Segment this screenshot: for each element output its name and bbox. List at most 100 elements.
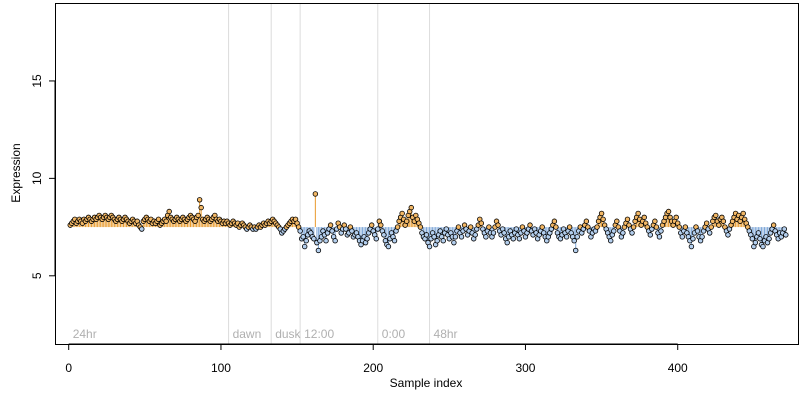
phase-label: 48hr xyxy=(434,327,458,341)
data-point xyxy=(434,238,440,244)
phase-lines xyxy=(228,3,431,344)
data-point xyxy=(781,226,787,232)
data-point xyxy=(349,228,355,234)
data-point xyxy=(516,236,523,242)
data-point xyxy=(611,228,617,234)
data-point xyxy=(614,218,620,224)
data-point xyxy=(303,238,309,244)
data-point xyxy=(198,204,204,211)
data-points xyxy=(67,191,789,254)
phase-label: 12:00 xyxy=(304,327,334,341)
data-point xyxy=(708,224,714,230)
phase-label: dusk xyxy=(275,327,301,341)
data-point xyxy=(653,224,660,230)
data-point xyxy=(766,236,772,242)
data-point xyxy=(566,224,573,230)
data-point xyxy=(608,238,614,244)
x-tick-label: 200 xyxy=(363,361,383,375)
data-point xyxy=(368,222,375,228)
data-point xyxy=(706,230,713,236)
data-point xyxy=(752,239,759,246)
plot-frame xyxy=(55,3,799,345)
data-point xyxy=(583,218,590,224)
data-point xyxy=(551,218,558,224)
y-tick-label: 10 xyxy=(30,171,44,185)
data-point xyxy=(385,243,392,250)
data-point xyxy=(598,210,605,217)
data-point xyxy=(297,228,303,234)
data-point xyxy=(394,224,401,230)
x-tick-label: 300 xyxy=(515,361,535,375)
data-point xyxy=(690,236,696,242)
data-point xyxy=(478,220,485,226)
data-point xyxy=(483,234,489,240)
data-point xyxy=(624,216,631,222)
data-point xyxy=(495,222,501,228)
data-point xyxy=(749,236,756,242)
x-axis: 0 100 200 300 400 xyxy=(65,343,688,375)
data-point xyxy=(301,243,308,250)
data-point xyxy=(391,238,398,244)
data-point xyxy=(760,243,766,250)
data-point xyxy=(343,226,349,232)
y-tick-label: 5 xyxy=(30,272,44,279)
data-point xyxy=(740,210,746,217)
data-point xyxy=(312,191,319,197)
data-point xyxy=(688,243,695,250)
data-point xyxy=(682,224,689,230)
data-point xyxy=(594,224,600,230)
data-point xyxy=(665,208,672,215)
data-point xyxy=(195,212,201,219)
data-point xyxy=(539,224,545,230)
data-point xyxy=(620,230,626,236)
data-point xyxy=(629,230,635,236)
data-point xyxy=(703,220,710,226)
data-point xyxy=(458,234,465,240)
data-point xyxy=(501,230,507,236)
data-point xyxy=(563,234,570,240)
data-point xyxy=(757,236,763,242)
phase-labels: 24hr dawn dusk 12:00 0:00 48hr xyxy=(73,327,458,341)
data-point xyxy=(641,214,647,221)
data-point xyxy=(725,232,731,238)
y-axis-label: Expression xyxy=(9,143,23,202)
x-tick-label: 400 xyxy=(668,361,688,375)
data-point xyxy=(467,224,474,230)
data-point xyxy=(451,239,457,246)
data-point xyxy=(490,230,497,236)
data-point xyxy=(375,226,381,232)
data-point xyxy=(486,224,492,230)
data-point xyxy=(658,228,664,234)
data-point xyxy=(452,234,459,240)
data-point xyxy=(323,238,329,244)
data-point xyxy=(327,222,334,228)
data-point xyxy=(381,232,387,238)
data-point xyxy=(600,216,606,222)
data-point xyxy=(647,232,654,238)
data-point xyxy=(399,210,405,217)
data-point xyxy=(155,216,162,222)
data-point xyxy=(329,228,335,234)
data-point xyxy=(573,247,579,254)
x-axis-label: Sample index xyxy=(390,376,463,390)
data-point xyxy=(716,222,722,228)
data-point xyxy=(139,226,145,232)
data-point xyxy=(300,234,306,240)
x-tick-label: 0 xyxy=(65,361,72,375)
data-point xyxy=(504,239,510,246)
data-point xyxy=(755,230,762,236)
data-point xyxy=(783,232,789,238)
data-point xyxy=(679,234,685,240)
data-point xyxy=(527,222,533,228)
data-point xyxy=(408,204,414,211)
data-point xyxy=(510,236,516,242)
y-axis: 5 10 15 xyxy=(30,74,56,279)
data-point xyxy=(699,234,705,240)
data-point xyxy=(443,226,449,232)
data-point xyxy=(332,238,338,244)
phase-label: 24hr xyxy=(73,327,97,341)
data-point xyxy=(437,228,443,234)
phase-label: dawn xyxy=(233,327,262,341)
data-point xyxy=(635,210,641,217)
